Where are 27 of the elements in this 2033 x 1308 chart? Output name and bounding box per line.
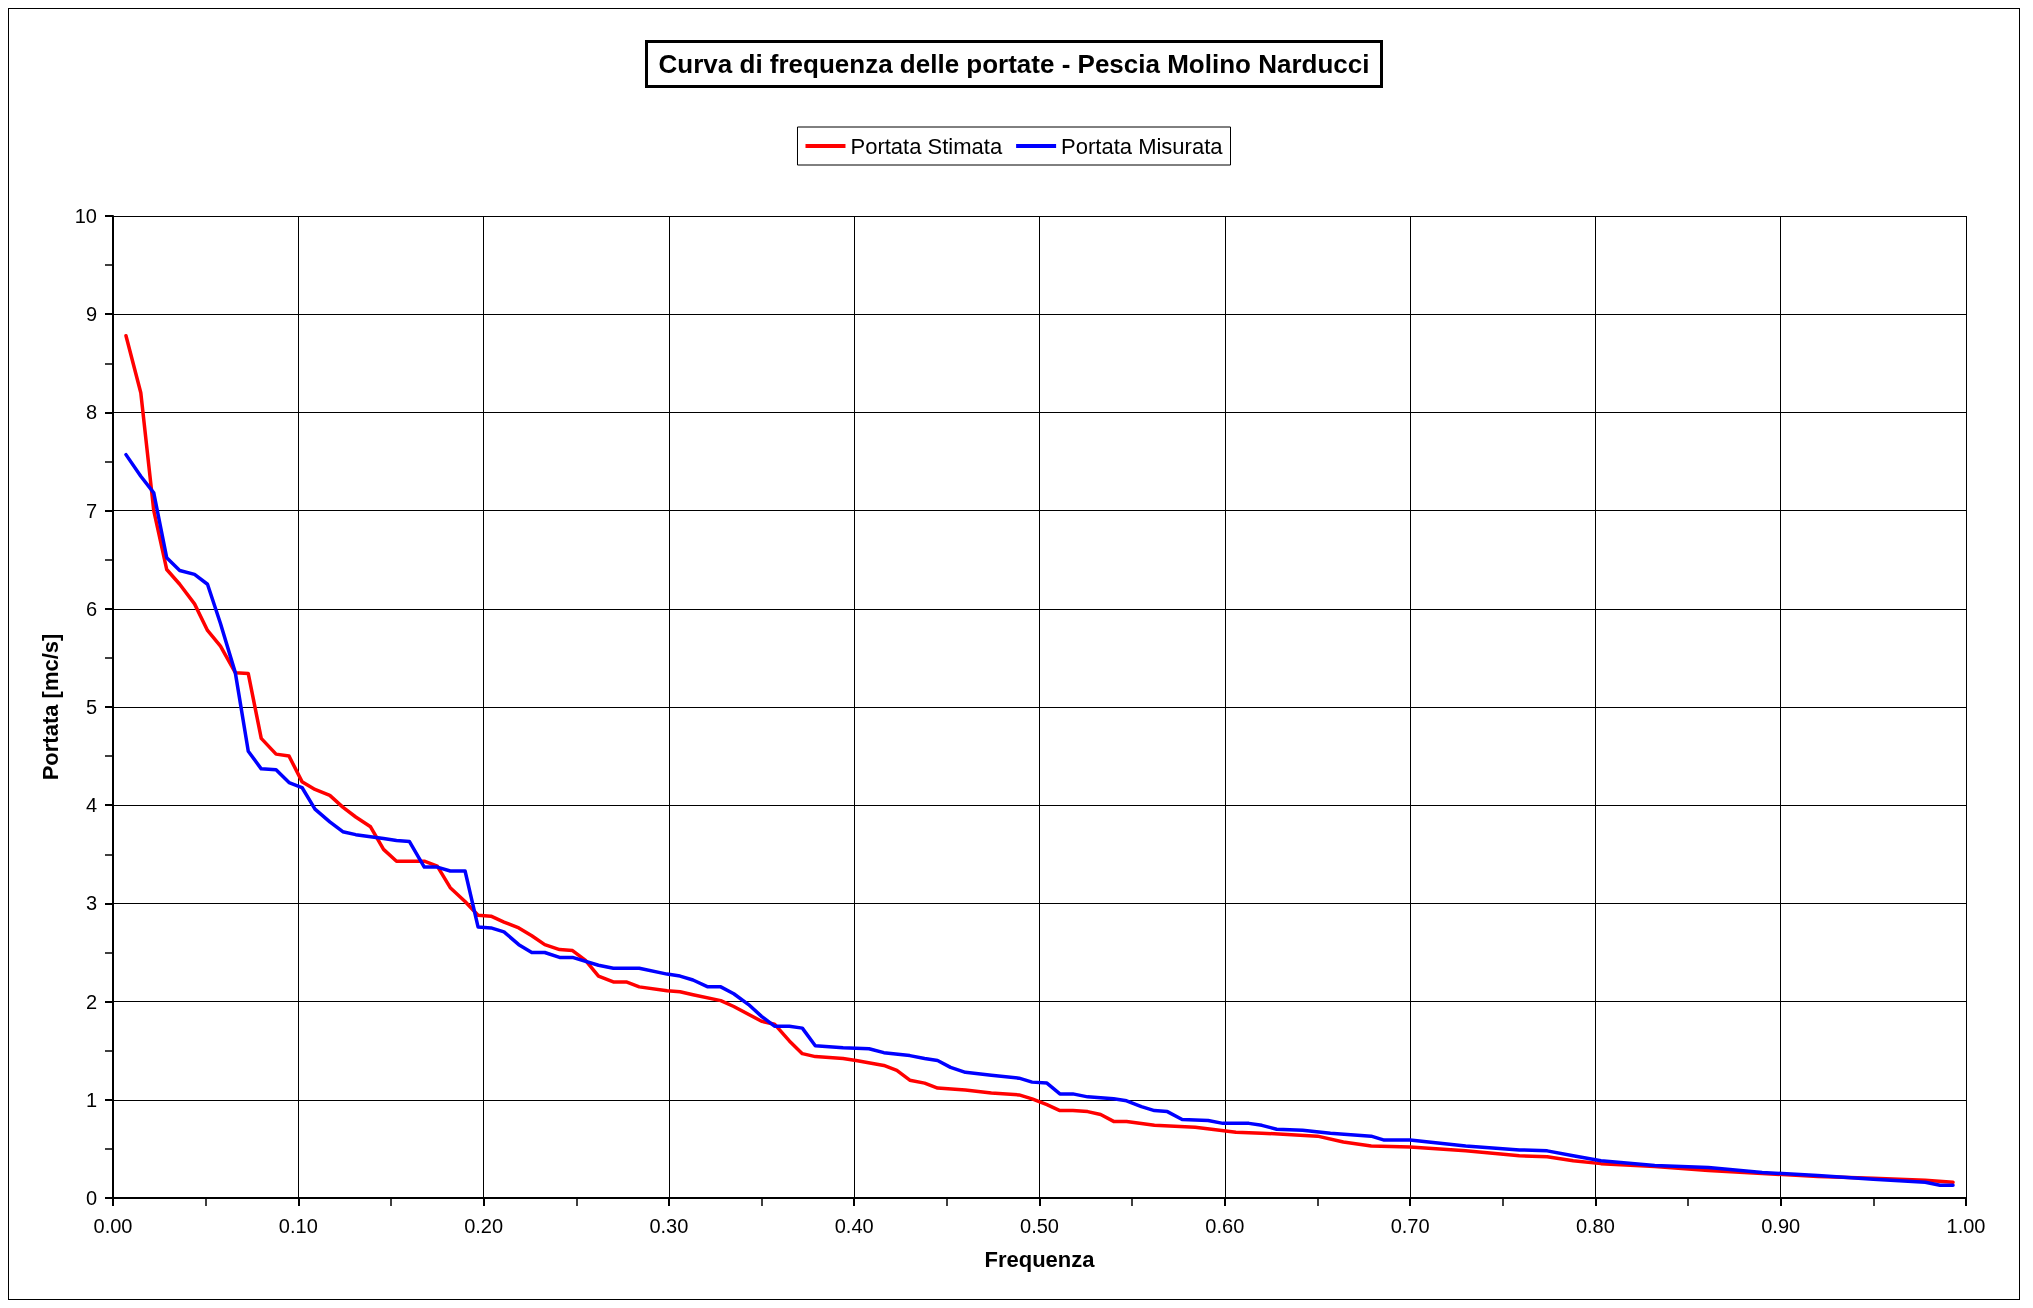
y-axis-title: Portata [mc/s] — [37, 633, 63, 781]
legend-label: Portata Misurata — [1061, 133, 1224, 159]
x-tick-label: 0.30 — [649, 1215, 689, 1237]
legend-label: Portata Stimata — [850, 133, 1003, 159]
x-tick-label: 0.20 — [464, 1215, 504, 1237]
x-tick-label: 0.60 — [1205, 1215, 1245, 1237]
y-tick-label: 5 — [85, 696, 97, 718]
y-tick-label: 7 — [85, 499, 97, 522]
x-tick-label: 0.40 — [834, 1215, 874, 1237]
x-tick-label: 0.00 — [93, 1215, 133, 1237]
y-tick-label: 2 — [85, 990, 97, 1013]
x-axis-title: Frequenza — [984, 1246, 1096, 1272]
y-tick-label: 1 — [85, 1088, 97, 1111]
y-tick-label: 6 — [85, 597, 97, 620]
x-tick-label: 1.00 — [1946, 1215, 1986, 1237]
x-tick-label: 0.80 — [1575, 1215, 1615, 1237]
x-tick-label: 0.90 — [1761, 1215, 1801, 1237]
y-tick-label: 3 — [85, 892, 97, 915]
y-tick-label: 0 — [85, 1187, 97, 1209]
y-tick-label: 9 — [85, 303, 97, 326]
chart-title: Curva di frequenza delle portate - Pescia Molino Narducci — [658, 49, 1370, 79]
x-tick-label: 0.50 — [1020, 1215, 1059, 1237]
y-tick-label: 10 — [74, 205, 97, 227]
y-tick-label: 8 — [85, 401, 97, 424]
x-tick-label: 0.10 — [278, 1215, 318, 1237]
y-tick-label: 4 — [85, 794, 97, 817]
x-tick-label: 0.70 — [1390, 1215, 1430, 1237]
